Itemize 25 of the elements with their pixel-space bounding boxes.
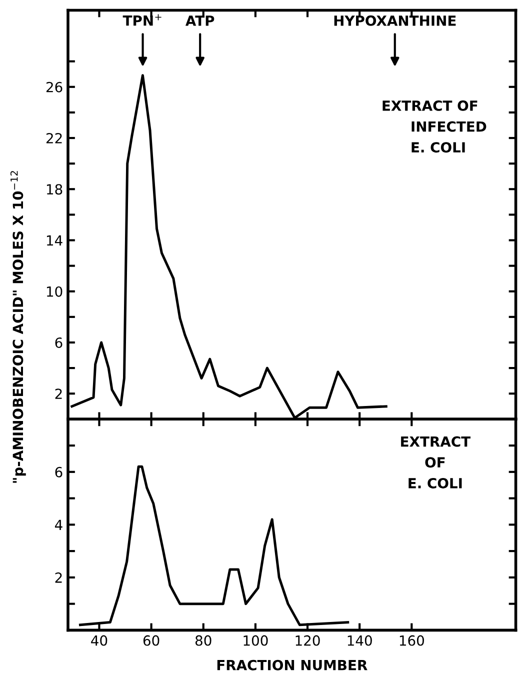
annotation: TPN$^{+}$ <box>122 14 162 26</box>
x-axis-title: FRACTION NUMBER <box>217 660 368 670</box>
y-tick-label: 2 <box>55 388 62 399</box>
line-series <box>78 465 350 626</box>
x-tick-label: 60 <box>143 635 160 646</box>
x-tick-label: 40 <box>91 635 108 646</box>
x-tick-label: 140 <box>348 635 372 646</box>
y-tick-label: 18 <box>46 184 62 195</box>
annotation: HYPOXANTHINE <box>334 15 456 26</box>
x-tick-label: 160 <box>400 635 424 646</box>
y-tick-label: 4 <box>54 520 62 530</box>
annotation: ATP <box>185 16 214 26</box>
x-tick-label: 120 <box>296 635 320 646</box>
y-tick-label: 14 <box>46 235 62 246</box>
annotation: EXTRACT OF E. COLI <box>401 436 470 488</box>
y-axis-title: "p-AMINOBENZOIC ACID" MOLES X 10$^{−12}$ <box>10 171 26 483</box>
y-tick-label: 22 <box>46 132 62 144</box>
annotation: EXTRACT OF INFECTED E. COLI <box>382 100 486 153</box>
y-tick-label: 2 <box>55 572 62 583</box>
y-tick-label: 6 <box>55 337 62 348</box>
y-tick-label: 6 <box>55 466 62 478</box>
y-tick-label: 26 <box>46 82 62 92</box>
x-tick-label: 100 <box>244 635 268 646</box>
x-tick-label: 80 <box>195 635 212 646</box>
y-tick-label: 10 <box>46 286 62 297</box>
